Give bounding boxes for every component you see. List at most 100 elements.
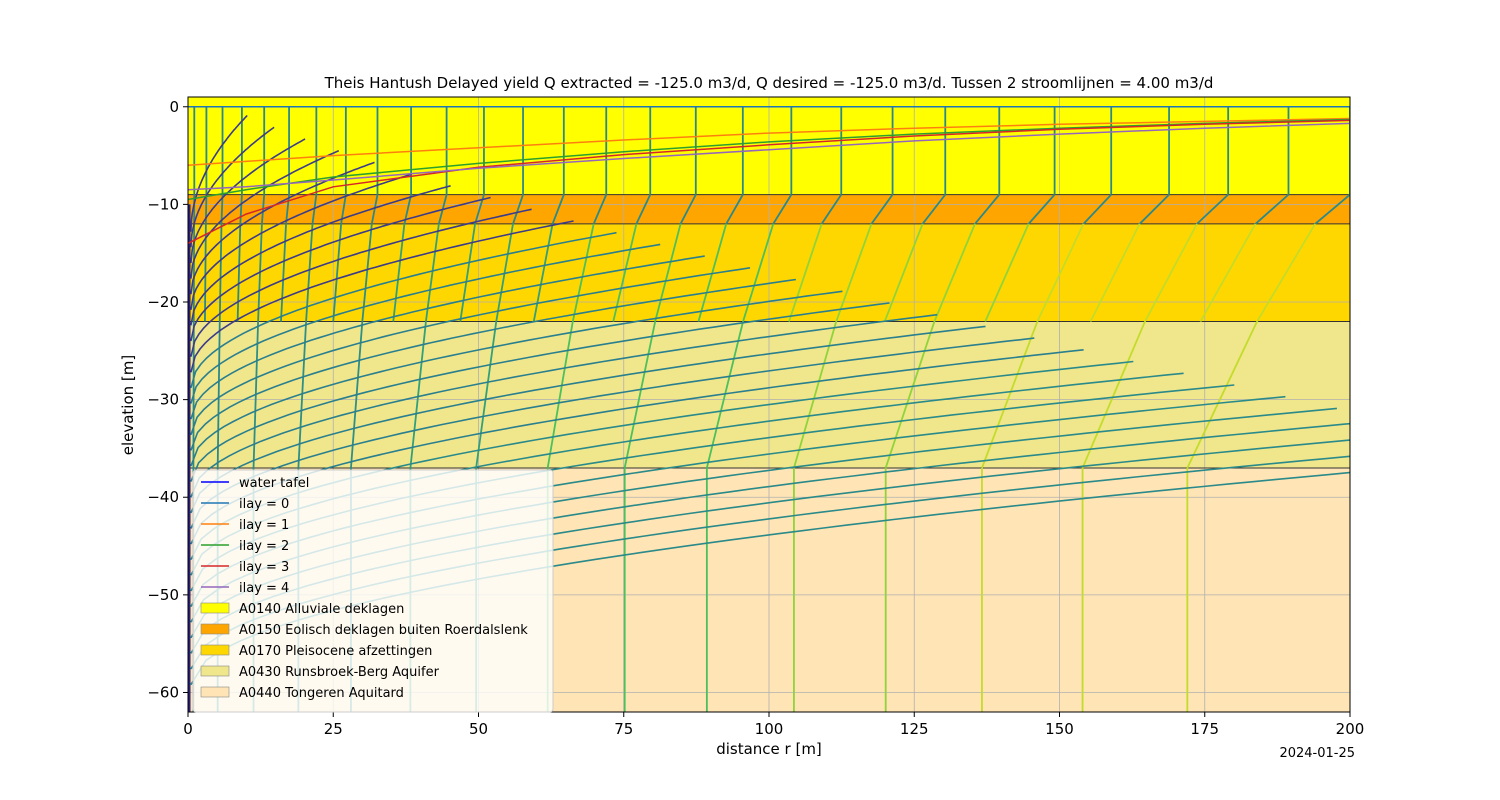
equipotential-line [697, 223, 728, 322]
streamline [190, 138, 306, 264]
equipotential-line [921, 194, 946, 225]
series-lines [188, 106, 1350, 245]
equipotential-line [280, 223, 287, 322]
chart-title: Theis Hantush Delayed yield Q extracted … [324, 74, 1214, 92]
equipotential-line [571, 223, 595, 322]
x-tick-label: 0 [183, 720, 193, 738]
streamline [190, 255, 705, 420]
equipotential-line [204, 194, 208, 224]
equipotential-line [1256, 223, 1316, 322]
legend-entry-label: A0440 Tongeren Aquitard [239, 686, 404, 701]
equipotential-line [1199, 223, 1257, 322]
streamline [190, 302, 890, 482]
streamline [190, 185, 451, 326]
x-tick-label: 175 [1190, 720, 1219, 738]
equipotential-line [236, 223, 242, 322]
equipotential-line [361, 223, 373, 322]
legend-entry-label: A0140 Alluviale deklagen [239, 602, 404, 617]
legend-entry-label: water tafel [239, 476, 309, 491]
y-tick-label: −20 [147, 293, 179, 311]
equipotential-line [285, 194, 290, 224]
equipotential-line [409, 321, 427, 469]
equipotential-line [204, 223, 207, 322]
equipotential-line [883, 223, 924, 322]
y-tick-label: 0 [169, 98, 179, 116]
equipotential-line [311, 194, 318, 225]
equipotential-line [370, 194, 379, 225]
equipotential-line [884, 321, 936, 469]
date-label: 2024-01-25 [1279, 746, 1355, 761]
x-tick-label: 25 [324, 720, 343, 738]
legend-entry-label: ilay = 0 [239, 497, 289, 512]
y-tick-label: −30 [147, 391, 179, 409]
legend-entry-label: ilay = 3 [239, 560, 289, 575]
streamline [190, 278, 797, 451]
streamline [190, 337, 1035, 529]
streamline [190, 325, 986, 514]
streamline [190, 290, 843, 467]
equipotential-line [635, 194, 652, 225]
legend-patch-swatch [200, 623, 230, 635]
equipotential-line [459, 223, 476, 322]
legend-entry-label: ilay = 1 [239, 518, 289, 533]
equipotential-line [546, 321, 574, 469]
x-tick-label: 125 [900, 720, 929, 738]
equipotential-line [1144, 223, 1198, 322]
streamline [190, 313, 938, 498]
x-tick-label: 75 [614, 720, 633, 738]
equipotential-line [475, 321, 498, 469]
x-axis: 0 25 50 75 100 125 150 175 200 [183, 712, 1364, 738]
streamline [190, 126, 275, 248]
equipotential-line [788, 223, 823, 322]
x-tick-label: 200 [1336, 720, 1365, 738]
x-axis-label: distance r [m] [716, 740, 822, 758]
equipotential-line [305, 223, 314, 322]
equipotential-line [512, 194, 524, 225]
equipotential-line [1027, 194, 1056, 225]
equipotential-line [239, 194, 243, 224]
equipotential-line [216, 321, 221, 468]
streamline [190, 220, 574, 373]
streamline [190, 114, 248, 232]
legend-patch-swatch [200, 686, 230, 698]
x-tick-label: 100 [755, 720, 784, 738]
equipotential-line [933, 223, 976, 322]
streamline [190, 243, 661, 404]
legend-entry-label: A0150 Eolisch deklagen buiten Roerdalsle… [239, 623, 528, 638]
y-axis: 0 −10 −20 −30 −40 −50 −60 [147, 98, 188, 701]
equipotential-line [1036, 223, 1085, 322]
legend-entry-label: ilay = 4 [239, 581, 289, 596]
equipotential-line [551, 194, 565, 225]
equipotential-line [425, 223, 440, 322]
streamline [190, 208, 532, 357]
equipotential-line [870, 194, 894, 225]
equipotential-line [679, 194, 697, 225]
equipotential-line [1081, 321, 1146, 469]
streamline [190, 267, 751, 436]
equipotential-line [1082, 194, 1112, 225]
series-line-5 [188, 122, 1350, 191]
legend-patch-swatch [200, 665, 230, 677]
equipotential-line [1089, 223, 1141, 322]
streamline [190, 173, 413, 310]
series-line-2 [188, 117, 1350, 167]
equipotential-line [592, 194, 608, 225]
equipotential-line [1314, 193, 1350, 225]
legend-patch-swatch [200, 644, 230, 656]
equipotential-line [725, 194, 744, 225]
y-tick-label: −50 [147, 586, 179, 604]
equipotential-line [705, 321, 744, 469]
equipotential-line [1138, 193, 1170, 225]
streamline [190, 231, 617, 389]
legend: water tafel ilay = 0 ilay = 1 ilay = 2 ilay … [192, 469, 554, 713]
equipotential-line [654, 223, 682, 322]
legend-entry-label: A0430 Runsbroek-Berg Aquifer [239, 665, 440, 680]
equipotential-line [974, 194, 1000, 225]
series-line-4 [188, 119, 1350, 245]
equipotential-line [532, 223, 554, 322]
equipotential-line [835, 223, 873, 322]
equipotential-line [820, 194, 843, 225]
x-tick-label: 150 [1045, 720, 1074, 738]
equipotential-line [612, 223, 638, 322]
